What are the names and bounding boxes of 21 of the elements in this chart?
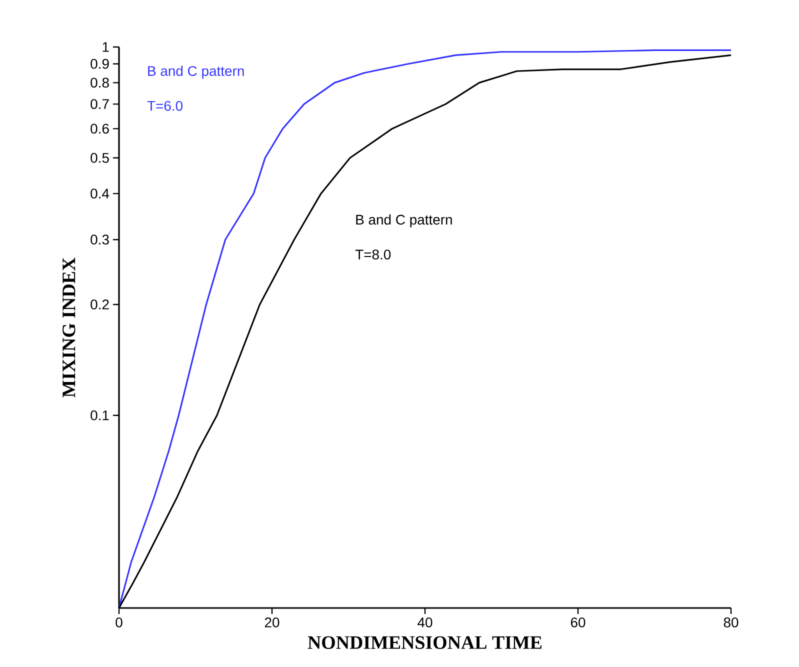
- y-tick-label: 0.9: [90, 58, 109, 69]
- y-tick-label: 0.1: [90, 410, 109, 420]
- y-tick-label: 0.6: [90, 124, 109, 134]
- annotation: T=8.0: [355, 250, 391, 260]
- y-tick-label: 0.2: [90, 300, 109, 310]
- x-tick-label: 60: [570, 617, 586, 628]
- y-tick-label: 1: [102, 42, 109, 52]
- y-tick-label: 0.8: [90, 78, 109, 88]
- y-tick-label: 0.5: [90, 152, 109, 163]
- x-tick-label: 80: [724, 617, 738, 628]
- y-tick-label: 0.7: [90, 99, 109, 110]
- x-axis-title: NONDIMENSIONAL TIME: [308, 636, 542, 649]
- y-axis-title: MIXING INDEX: [62, 258, 76, 398]
- y-tick-label: 0.4: [90, 188, 110, 199]
- x-tick-label: 0: [116, 617, 122, 628]
- annotation: B and C pattern: [356, 214, 452, 228]
- y-tick-label: 0.3: [90, 234, 109, 245]
- x-tick-label: 20: [264, 617, 280, 628]
- annotation: B and C pattern: [148, 66, 244, 79]
- x-tick-label: 40: [418, 617, 432, 628]
- annotation: T=6.0: [147, 100, 183, 111]
